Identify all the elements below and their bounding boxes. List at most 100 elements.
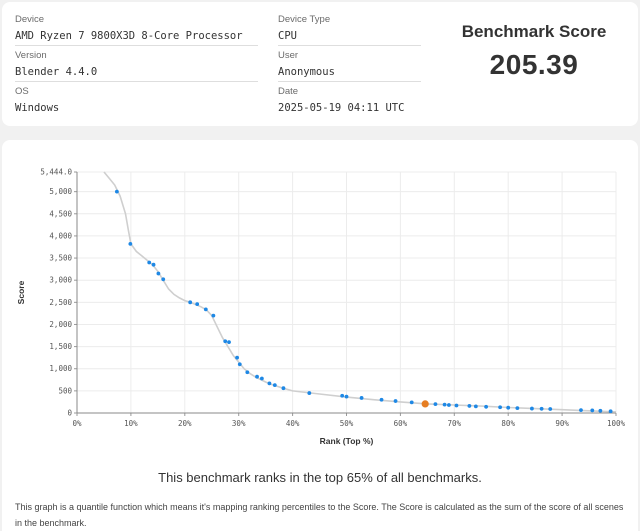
benchmark-info-card: Device AMD Ryzen 7 9800X3D 8-Core Proces… <box>2 2 638 126</box>
device-label: Device <box>15 14 45 25</box>
data-point <box>359 396 364 400</box>
data-point <box>237 362 242 367</box>
os-field: OS Windows <box>15 86 59 115</box>
y-tick-label: 2,500 <box>49 298 72 307</box>
data-point <box>128 241 133 246</box>
x-tick-label: 90% <box>555 419 569 428</box>
data-point <box>211 313 216 318</box>
data-point <box>281 386 286 391</box>
data-point <box>539 406 544 411</box>
data-point <box>433 402 438 407</box>
x-tick-label: 30% <box>232 419 246 428</box>
data-point <box>467 404 472 408</box>
field-divider <box>15 45 258 46</box>
version-value: Blender 4.4.0 <box>15 66 98 78</box>
user-value: Anonymous <box>278 66 335 78</box>
data-point <box>579 408 583 413</box>
data-point <box>608 409 613 414</box>
data-point <box>506 405 511 410</box>
field-divider <box>278 45 421 46</box>
data-point <box>340 393 345 398</box>
chart-card: 0 500 1,000 1,500 2,000 2,500 3,000 3,500 4,000 4… <box>2 140 638 531</box>
current-benchmark-point <box>421 400 429 408</box>
y-tick-label: 500 <box>58 386 72 395</box>
data-point <box>272 383 277 388</box>
x-tick-label: 40% <box>286 419 300 428</box>
device-value: AMD Ryzen 7 9800X3D 8-Core Processor <box>15 30 243 42</box>
x-tick-label: 0% <box>72 419 82 428</box>
data-point <box>267 381 272 386</box>
x-tick-label: 70% <box>448 419 462 428</box>
y-tick-label: 3,500 <box>49 254 72 263</box>
data-point <box>515 406 520 411</box>
x-tick-label: 10% <box>124 419 138 428</box>
x-tick-label: 50% <box>340 419 354 428</box>
quantile-chart: 0 500 1,000 1,500 2,000 2,500 3,000 3,500 4,000 4… <box>16 168 626 447</box>
y-tick-label: 5,444.0 <box>40 168 72 177</box>
data-point <box>442 402 447 407</box>
y-tick-label: 1,500 <box>49 342 72 351</box>
data-point <box>188 300 193 305</box>
y-tick-label: 1,000 <box>49 364 72 373</box>
device-type-value: CPU <box>278 30 297 42</box>
os-value: Windows <box>15 102 60 114</box>
y-tick-label: 2,000 <box>49 320 72 329</box>
data-point <box>548 407 553 411</box>
y-tick-label: 4,500 <box>49 209 72 218</box>
y-axis-title: Score <box>16 280 26 304</box>
data-point <box>114 189 119 194</box>
data-point <box>203 307 208 312</box>
data-point <box>498 405 503 410</box>
x-tick-label: 60% <box>394 419 408 428</box>
y-tick-label: 5,000 <box>49 187 72 196</box>
quantile-curve <box>103 171 617 413</box>
data-point <box>156 271 161 276</box>
data-point <box>344 394 349 399</box>
user-field: User Anonymous <box>278 50 335 79</box>
data-point <box>223 339 228 344</box>
data-point <box>393 399 398 403</box>
x-axis-title: Rank (Top %) <box>320 436 374 446</box>
rank-summary-text: This benchmark ranks in the top 65% of a… <box>158 470 482 485</box>
chart-description: This graph is a quantile function which … <box>15 502 624 528</box>
data-point <box>379 397 384 402</box>
y-tick-label: 0 <box>67 409 72 418</box>
x-tick-label: 20% <box>178 419 192 428</box>
data-point <box>454 403 459 408</box>
field-divider <box>15 81 258 82</box>
data-point <box>147 260 152 265</box>
data-point <box>484 404 489 409</box>
date-field: Date 2025-05-19 04:11 UTC <box>278 86 404 115</box>
data-point <box>409 400 414 405</box>
benchmark-score-title: Benchmark Score <box>461 22 607 41</box>
benchmark-score-value: 205.39 <box>489 49 579 80</box>
device-type-field: Device Type CPU <box>278 14 330 43</box>
x-tick-label: 100% <box>607 419 626 428</box>
data-point <box>245 370 250 375</box>
x-tick-label: 80% <box>501 419 515 428</box>
data-point <box>151 262 156 267</box>
y-tick-label: 4,000 <box>49 231 72 240</box>
date-label: Date <box>278 86 299 97</box>
data-point <box>307 391 312 395</box>
data-point <box>590 408 595 413</box>
data-point <box>473 404 478 409</box>
device-field: Device AMD Ryzen 7 9800X3D 8-Core Proces… <box>15 14 243 43</box>
data-point <box>447 403 451 407</box>
data-point <box>530 406 534 411</box>
data-point <box>195 302 200 306</box>
data-point <box>227 340 231 345</box>
os-label: OS <box>15 86 29 97</box>
data-point <box>161 277 166 282</box>
data-point <box>598 408 603 413</box>
field-divider <box>278 81 421 82</box>
version-label: Version <box>15 50 47 61</box>
date-value: 2025-05-19 04:11 UTC <box>278 102 405 114</box>
device-type-label: Device Type <box>278 14 331 25</box>
user-label: User <box>278 50 299 61</box>
data-point <box>235 355 239 360</box>
data-point <box>259 376 264 381</box>
version-field: Version Blender 4.4.0 <box>15 50 97 79</box>
data-point <box>255 374 259 379</box>
y-tick-label: 3,000 <box>49 276 72 285</box>
